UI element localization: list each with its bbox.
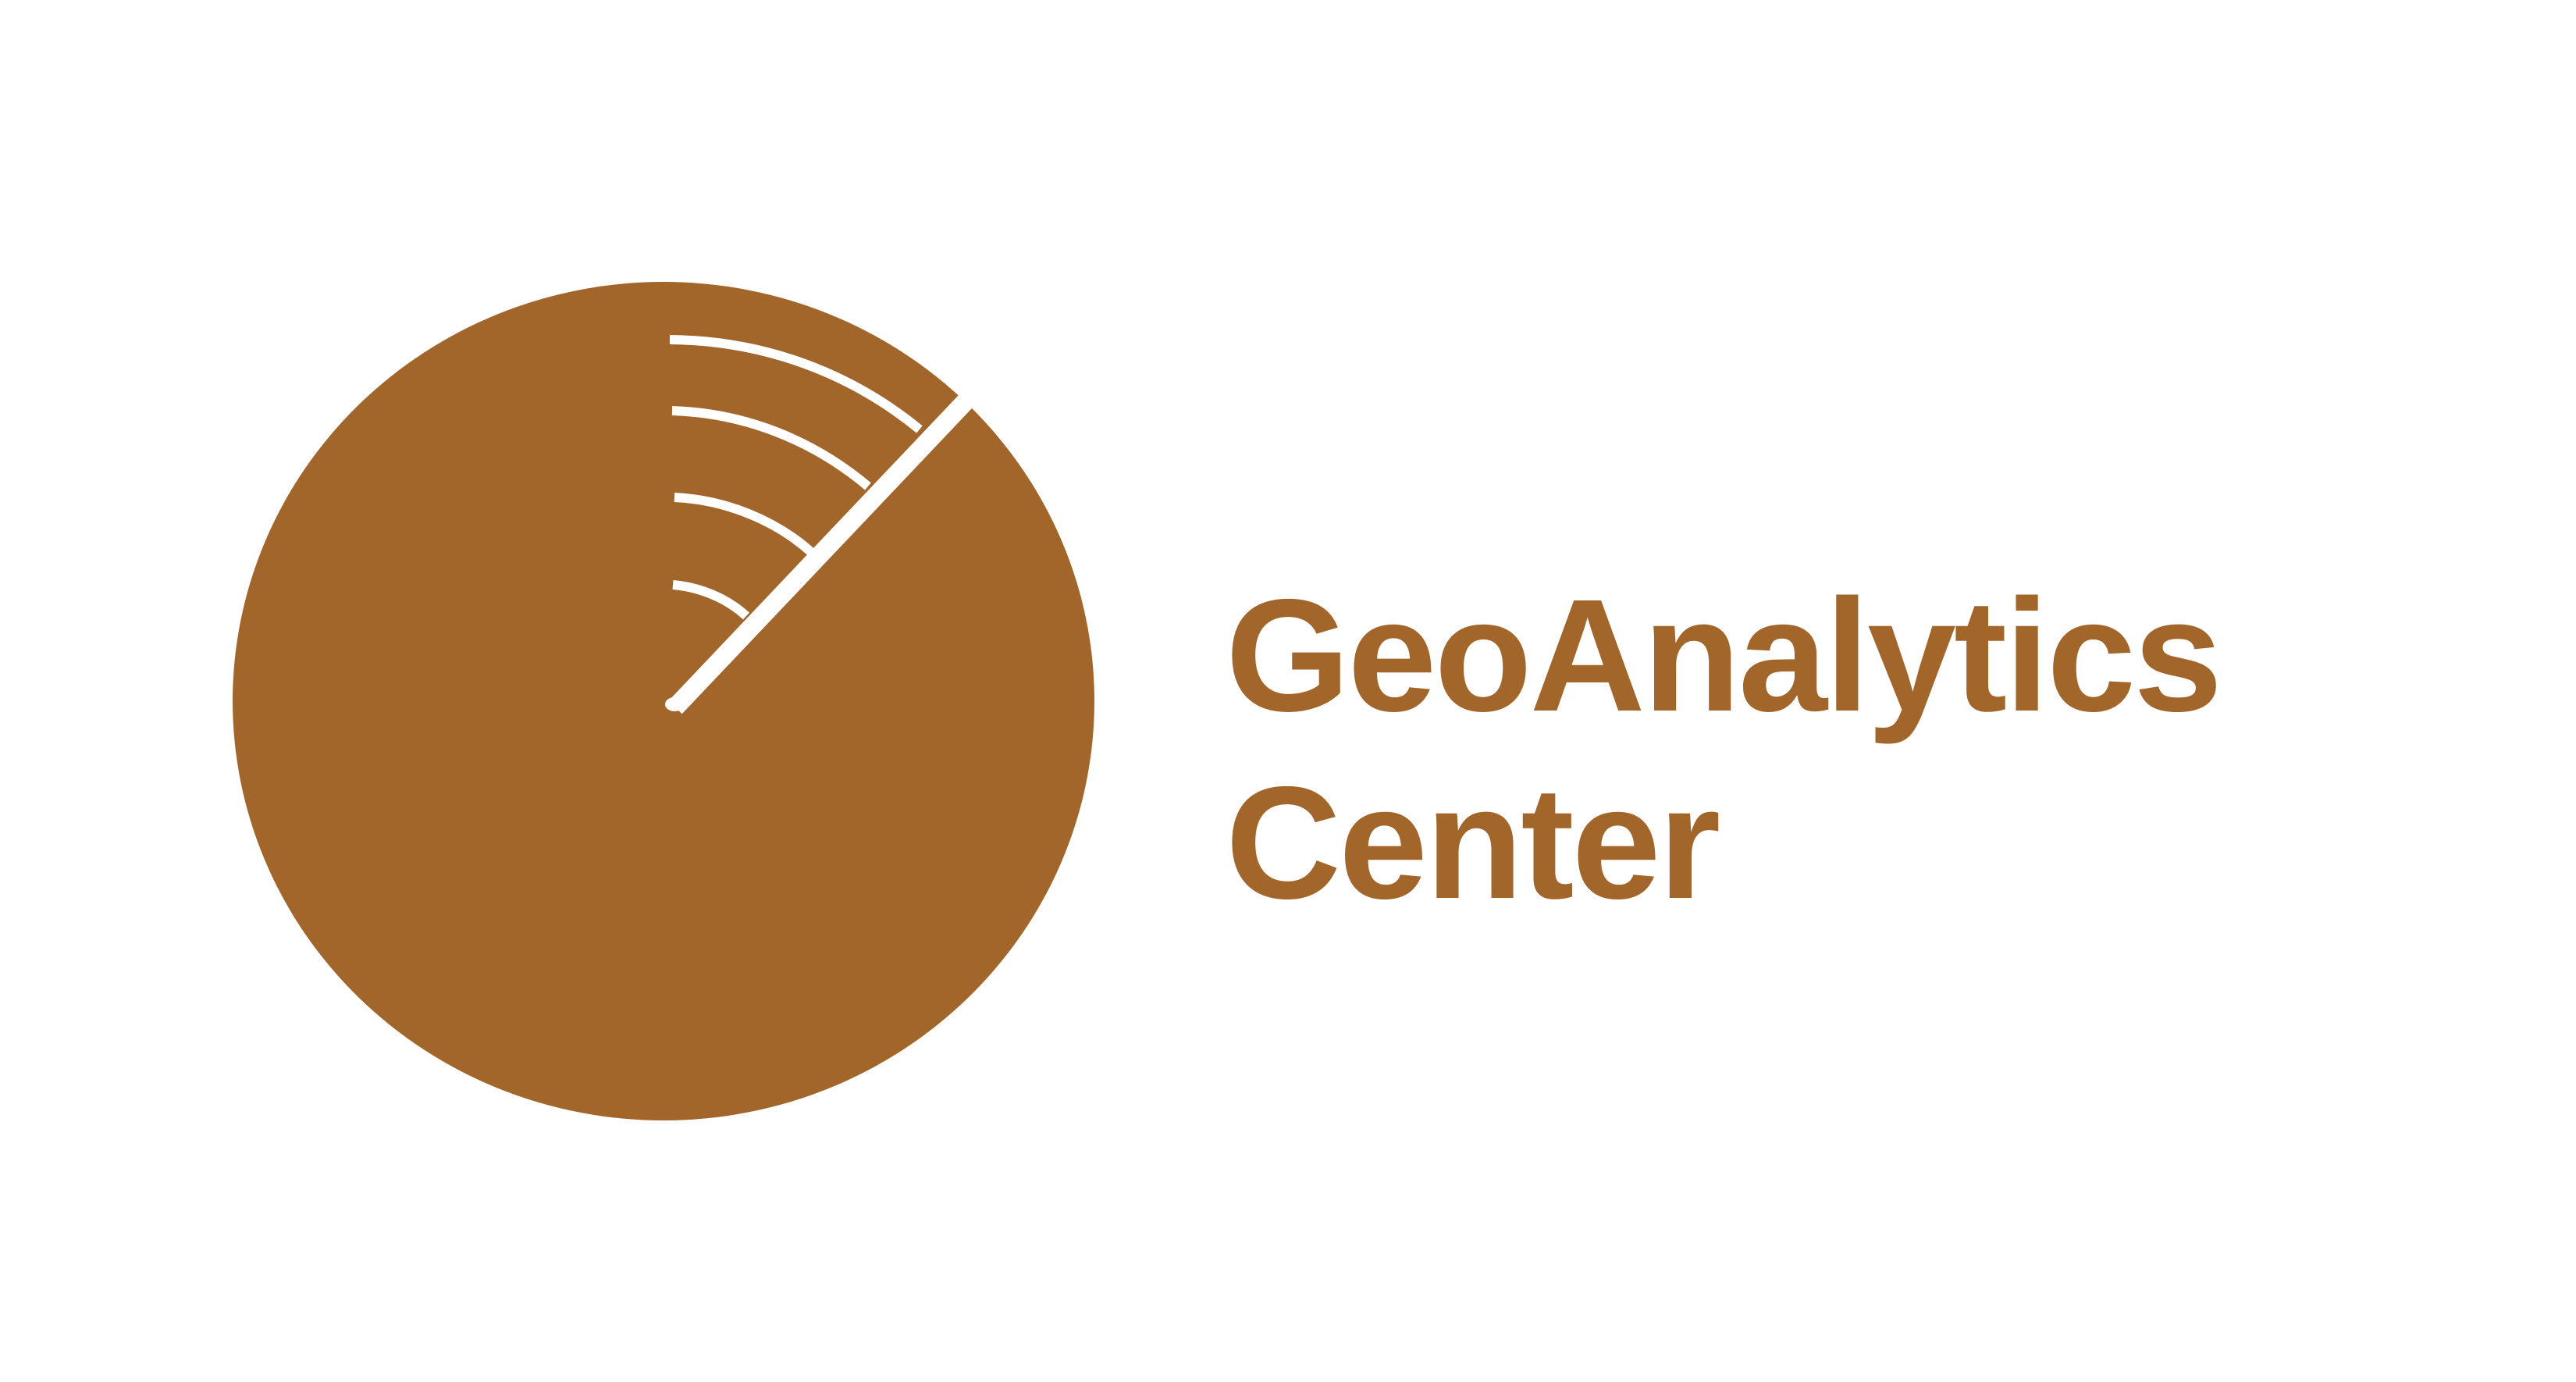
signal-ring-4	[672, 580, 750, 620]
sweep-gap	[668, 379, 987, 714]
signal-ring-2	[671, 406, 871, 490]
wordmark-line-2: Center	[1226, 753, 1720, 932]
wordmark: GeoAnalytics Center	[1226, 562, 2222, 937]
signal-rings	[669, 335, 923, 620]
wordmark-line-1: GeoAnalytics	[1226, 566, 2222, 745]
signal-ring-1	[669, 335, 923, 433]
sweep-pivot	[665, 697, 684, 711]
signal-ring-3	[674, 493, 816, 557]
